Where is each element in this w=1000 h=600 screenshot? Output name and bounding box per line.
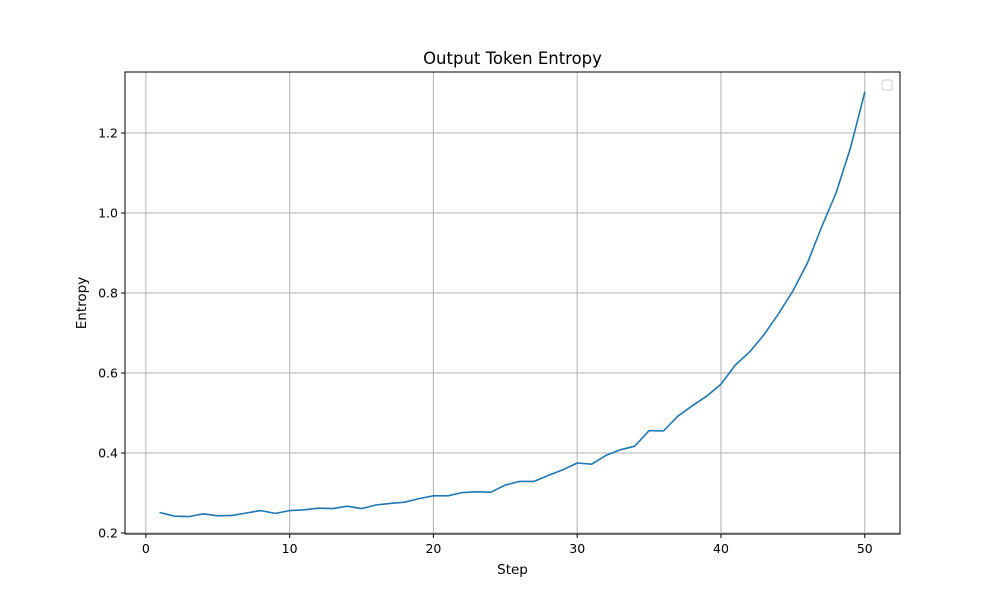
x-tick-label: 50 [857, 541, 873, 556]
x-tick-label: 20 [425, 541, 441, 556]
grid [125, 72, 900, 534]
y-axis-title: Entropy [74, 277, 90, 329]
legend-box [881, 79, 893, 91]
x-tick-label: 40 [713, 541, 729, 556]
x-tick-label: 10 [282, 541, 298, 556]
y-tick-label: 0.2 [98, 526, 118, 541]
x-tick-label: 0 [142, 541, 150, 556]
y-tick-label: 0.8 [98, 286, 118, 301]
chart-title: Output Token Entropy [423, 49, 602, 68]
y-tick-label: 0.4 [98, 446, 118, 461]
x-tick-label: 30 [569, 541, 585, 556]
plot-frame [124, 71, 901, 535]
axis-ticks: 0 10 20 30 40 50 0.2 0.4 0.6 0.8 1.0 1.2 [98, 126, 873, 557]
y-tick-label: 1.0 [98, 206, 118, 221]
series-layer [159, 91, 866, 518]
x-axis-title: Step [497, 562, 528, 578]
y-tick-label: 0.6 [98, 366, 118, 381]
entropy-series-line [159, 91, 866, 518]
y-tick-label: 1.2 [98, 126, 118, 141]
